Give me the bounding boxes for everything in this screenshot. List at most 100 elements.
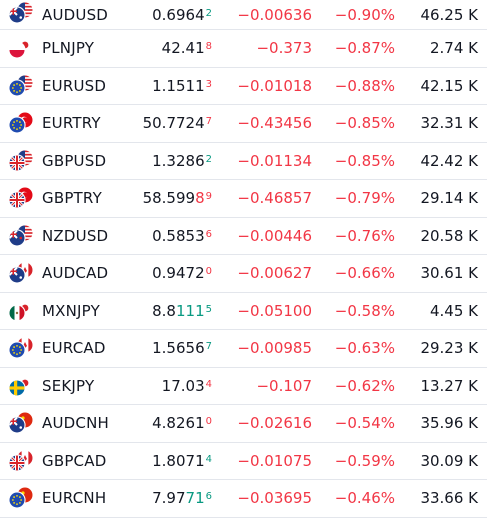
table-row[interactable]: EURTRY 50.77247 −0.43456 −0.85% 32.31 K (0, 105, 487, 143)
currency-pair-flags (8, 225, 34, 247)
price-main: 0.9472 (152, 264, 205, 283)
price-main: 1.1511 (152, 76, 205, 95)
currency-pair-flags (8, 112, 34, 134)
currency-pair-flags (8, 75, 34, 97)
symbol-link[interactable]: MXNJPY (42, 301, 100, 320)
currency-pair-flags (8, 262, 34, 284)
change-value: −0.43456 (237, 114, 312, 133)
currency-pair-flags (8, 2, 34, 24)
change-percent: −0.54% (334, 414, 395, 433)
currency-pair-flags (8, 37, 34, 59)
price-main: 1.5656 (152, 339, 205, 358)
change-percent: −0.62% (334, 376, 395, 395)
price-pip-digit: 4 (205, 378, 212, 390)
symbol-link[interactable]: AUDCNH (42, 414, 109, 433)
nz-flag (9, 230, 25, 246)
currency-pair-flags (8, 187, 34, 209)
price-pip-digit: 3 (205, 78, 212, 90)
table-row[interactable]: EURUSD 1.15113 −0.01018 −0.88% 42.15 K (0, 68, 487, 105)
currency-pair-flags (8, 375, 34, 397)
table-row[interactable]: MXNJPY 8.81115 −0.05100 −0.58% 4.45 K (0, 293, 487, 330)
price-cell: 17.034 (162, 377, 212, 395)
symbol-link[interactable]: EURCNH (42, 489, 107, 508)
symbol-link[interactable]: EURUSD (42, 76, 107, 95)
price-main: 0.5853 (152, 226, 205, 245)
volume-value: 33.66 K (420, 489, 478, 508)
table-row[interactable]: GBPTRY 58.59989 −0.46857 −0.79% 29.14 K (0, 180, 487, 218)
price-highlight: 71 (185, 489, 205, 508)
gb-flag (9, 155, 25, 171)
table-row[interactable]: NZDUSD 0.58536 −0.00446 −0.76% 20.58 K (0, 218, 487, 255)
price-pip-digit: 0 (205, 416, 212, 428)
symbol-link[interactable]: AUDCAD (42, 264, 109, 283)
au-flag (9, 267, 25, 283)
price-pip-digit: 7 (205, 341, 212, 353)
table-row[interactable]: EURCAD 1.56567 −0.00985 −0.63% 29.23 K (0, 330, 487, 368)
price-cell: 1.80714 (152, 452, 212, 470)
table-row[interactable]: PLNJPY 42.418 −0.373 −0.87% 2.74 K (0, 30, 487, 68)
change-percent: −0.79% (334, 189, 395, 208)
price-pip-digit: 8 (205, 41, 212, 53)
table-row[interactable]: EURCNH 7.97716 −0.03695 −0.46% 33.66 K (0, 480, 487, 518)
gb-flag (9, 192, 25, 208)
price-main: 58.599 (142, 189, 196, 208)
table-row[interactable]: SEKJPY 17.034 −0.107 −0.62% 13.27 K (0, 368, 487, 405)
change-value: −0.46857 (237, 189, 312, 208)
symbol-link[interactable]: EURTRY (42, 114, 101, 133)
price-main: 1.8071 (152, 451, 205, 470)
volume-value: 35.96 K (420, 414, 478, 433)
currency-pair-flags (8, 150, 34, 172)
price-cell: 42.418 (162, 39, 212, 57)
price-main: 7.97 (152, 489, 186, 508)
change-percent: −0.59% (334, 451, 395, 470)
table-row[interactable]: AUDCAD 0.94720 −0.00627 −0.66% 30.61 K (0, 255, 487, 293)
price-cell: 0.69642 (152, 6, 212, 24)
price-pip-digit: 6 (205, 228, 212, 240)
volume-value: 20.58 K (420, 226, 478, 245)
symbol-link[interactable]: NZDUSD (42, 226, 109, 245)
table-row[interactable]: GBPUSD 1.32862 −0.01134 −0.85% 42.42 K (0, 143, 487, 180)
table-row[interactable]: GBPCAD 1.80714 −0.01075 −0.59% 30.09 K (0, 443, 487, 480)
table-row[interactable]: AUDCNH 4.82610 −0.02616 −0.54% 35.96 K (0, 405, 487, 443)
symbol-link[interactable]: EURCAD (42, 339, 106, 358)
volume-value: 2.74 K (429, 39, 478, 58)
volume-value: 13.27 K (420, 376, 478, 395)
price-pip-digit: 9 (205, 191, 212, 203)
price-pip-digit: 4 (205, 453, 212, 465)
eu-flag (9, 342, 25, 358)
symbol-link[interactable]: GBPCAD (42, 451, 107, 470)
price-cell: 50.77247 (143, 114, 212, 132)
currency-pair-flags (8, 300, 34, 322)
change-percent: −0.76% (334, 226, 395, 245)
au-flag (9, 7, 25, 23)
price-main: 1.3286 (152, 151, 205, 170)
change-value: −0.373 (256, 39, 312, 58)
symbol-link[interactable]: PLNJPY (42, 39, 95, 58)
price-highlight: 111 (175, 301, 205, 320)
se-flag (9, 380, 25, 396)
price-cell: 7.97716 (152, 489, 212, 507)
price-main: 8.8 (152, 301, 176, 320)
table-row[interactable]: AUDUSD 0.69642 −0.00636 −0.90% 46.25 K (0, 0, 487, 30)
currency-pair-flags (8, 412, 34, 434)
symbol-link[interactable]: SEKJPY (42, 376, 95, 395)
symbol-link[interactable]: GBPTRY (42, 189, 102, 208)
gb-flag (9, 455, 25, 471)
eu-flag (9, 80, 25, 96)
change-percent: −0.90% (334, 5, 395, 24)
change-percent: −0.88% (334, 76, 395, 95)
price-pip-digit: 6 (205, 491, 212, 503)
change-value: −0.00627 (237, 264, 312, 283)
change-value: −0.00636 (237, 5, 312, 24)
currency-pair-flags (8, 337, 34, 359)
symbol-link[interactable]: AUDUSD (42, 5, 109, 24)
volume-value: 32.31 K (420, 114, 478, 133)
price-pip-digit: 5 (205, 303, 212, 315)
price-main: 0.6964 (152, 5, 205, 24)
price-cell: 58.59989 (143, 189, 212, 207)
volume-value: 30.61 K (420, 264, 478, 283)
symbol-link[interactable]: GBPUSD (42, 151, 107, 170)
change-value: −0.107 (256, 376, 312, 395)
volume-value: 46.25 K (420, 5, 478, 24)
